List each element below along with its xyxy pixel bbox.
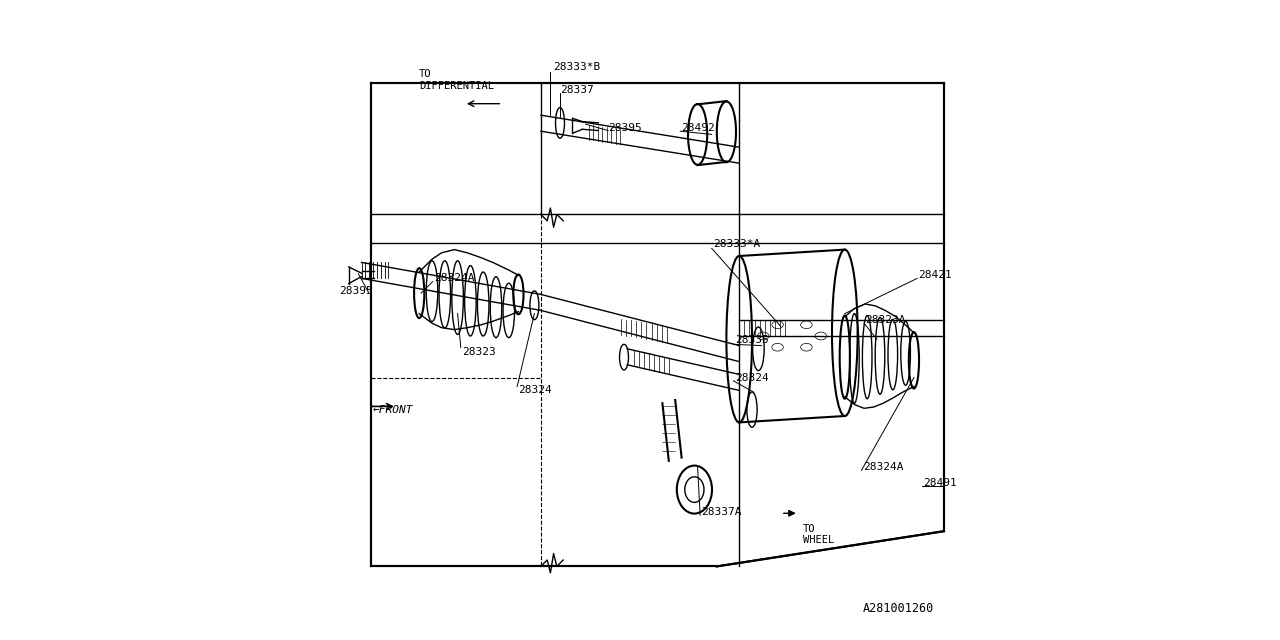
Text: 28337: 28337 xyxy=(561,84,594,95)
Text: TO
WHEEL: TO WHEEL xyxy=(804,524,835,545)
Text: 28421: 28421 xyxy=(919,270,952,280)
Text: 28395: 28395 xyxy=(608,123,641,133)
Text: 28335: 28335 xyxy=(735,335,768,346)
Text: 28333*A: 28333*A xyxy=(714,239,760,250)
Text: 28491: 28491 xyxy=(924,478,957,488)
Text: 28323: 28323 xyxy=(462,347,495,357)
Text: 28324: 28324 xyxy=(518,385,552,396)
Text: TO
DIFFERENTIAL: TO DIFFERENTIAL xyxy=(420,69,494,91)
Text: A281001260: A281001260 xyxy=(863,602,934,614)
Text: 28324: 28324 xyxy=(735,372,768,383)
Text: 28337A: 28337A xyxy=(701,507,742,517)
Text: 28395: 28395 xyxy=(339,286,372,296)
Text: 28492: 28492 xyxy=(681,123,716,133)
Text: 28324A: 28324A xyxy=(863,462,904,472)
Text: 28323A: 28323A xyxy=(865,315,906,325)
Text: 28324A: 28324A xyxy=(434,273,475,284)
Text: 28333*B: 28333*B xyxy=(554,62,600,72)
Text: ←FRONT: ←FRONT xyxy=(372,404,413,415)
